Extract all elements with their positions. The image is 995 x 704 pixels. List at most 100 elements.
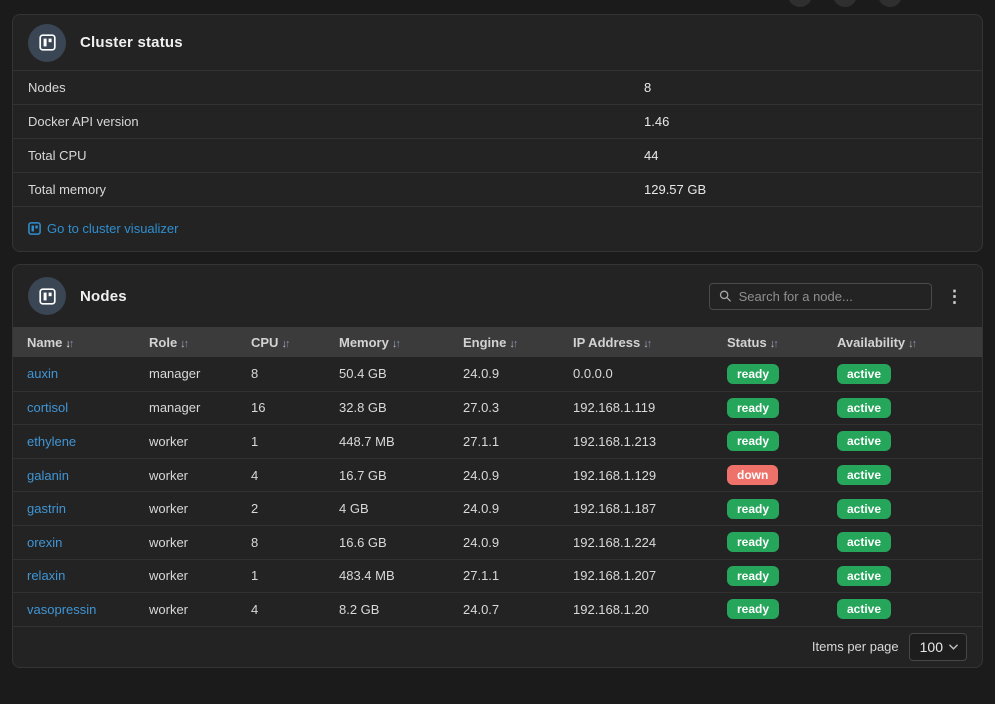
node-memory: 16.6 GB: [339, 534, 387, 550]
node-name-link[interactable]: auxin: [27, 366, 59, 382]
sort-desc-icon[interactable]: ↓: [509, 337, 514, 350]
sort-desc-icon[interactable]: ↓: [908, 337, 913, 350]
node-memory: 448.7 MB: [339, 433, 395, 449]
sort-desc-icon[interactable]: ↓: [281, 337, 286, 350]
node-ip: 0.0.0.0: [573, 366, 613, 382]
node-cpu: 8: [251, 534, 259, 550]
panel-title: Cluster status: [80, 34, 183, 51]
search-icon: [719, 290, 731, 302]
sort-asc-icon[interactable]: ↑: [512, 337, 518, 350]
sort-desc-icon[interactable]: ↓: [643, 337, 648, 350]
nodes-header: Nodes ⋮: [13, 265, 982, 327]
table-row: ethylene worker 1 448.7 MB 27.1.1 192.16…: [13, 424, 982, 458]
node-cpu: 1: [251, 568, 259, 584]
status-badge: down: [727, 465, 779, 486]
node-role: worker: [149, 467, 189, 483]
node-engine: 24.0.9: [463, 501, 500, 517]
node-cpu: 8: [251, 366, 259, 382]
table-row: orexin worker 8 16.6 GB 24.0.9 192.168.1…: [13, 524, 982, 559]
table-header-row: Name ↓↑ Role ↓↑ CPU ↓↑ Memory ↓↑ Engine ↓↑ IP…: [13, 327, 982, 357]
node-role: manager: [149, 366, 201, 382]
nodes-icon: [38, 287, 56, 305]
availability-badge: active: [837, 397, 892, 418]
table-row: cortisol manager 16 32.8 GB 27.0.3 192.1…: [13, 390, 982, 425]
column-header-role[interactable]: Role ↓↑: [149, 334, 189, 350]
node-engine: 24.0.9: [463, 534, 500, 550]
swarm-icon: [38, 34, 56, 51]
node-ip: 192.168.1.20: [573, 601, 649, 617]
status-badge: ready: [727, 532, 780, 553]
sort-asc-icon[interactable]: ↑: [183, 337, 189, 350]
node-name-link[interactable]: cortisol: [27, 400, 69, 416]
node-memory: 4 GB: [339, 501, 369, 517]
nodes-icon-badge: [28, 277, 66, 315]
sort-desc-icon[interactable]: ↓: [769, 337, 775, 350]
node-name-link[interactable]: relaxin: [27, 568, 66, 584]
availability-badge: active: [837, 498, 892, 519]
node-engine: 27.1.1: [463, 568, 500, 584]
node-name-link[interactable]: galanin: [27, 467, 69, 483]
sort-asc-icon[interactable]: ↑: [911, 337, 917, 350]
table-menu-button[interactable]: ⋮: [942, 286, 967, 307]
column-header-cpu[interactable]: CPU ↓↑: [251, 334, 290, 350]
cluster-row: Nodes 8: [13, 70, 982, 104]
sort-asc-icon[interactable]: ↑: [646, 337, 652, 350]
sort-desc-icon[interactable]: ↓: [391, 337, 397, 350]
node-ip: 192.168.1.213: [573, 433, 657, 449]
node-role: worker: [149, 601, 189, 617]
node-cpu: 16: [251, 400, 266, 416]
node-ip: 192.168.1.207: [573, 568, 657, 584]
header-button-partial[interactable]: [878, 0, 902, 7]
node-role: worker: [149, 568, 189, 584]
availability-badge: active: [837, 431, 892, 452]
node-memory: 16.7 GB: [339, 467, 387, 483]
visualizer-icon: [28, 222, 41, 235]
column-header-status[interactable]: Status ↓↑: [727, 334, 778, 350]
nodes-panel: Nodes ⋮ Name↓↑ Role↓↑ CPU: [12, 264, 983, 668]
node-role: worker: [149, 433, 189, 449]
cluster-row-value: 8: [644, 80, 652, 95]
node-name-link[interactable]: vasopressin: [27, 601, 97, 617]
column-header-name[interactable]: Name ↓↑: [27, 334, 74, 350]
items-per-page-select[interactable]: 100: [908, 632, 967, 661]
sort-desc-icon[interactable]: ↓: [65, 337, 70, 350]
node-memory: 50.4 GB: [339, 366, 387, 382]
node-name-link[interactable]: orexin: [27, 534, 63, 550]
node-cpu: 4: [251, 601, 259, 617]
column-header-ip[interactable]: IP Address ↓↑: [573, 334, 652, 350]
sort-desc-icon[interactable]: ↓: [180, 337, 185, 350]
node-search-input[interactable]: [738, 288, 922, 304]
cluster-status-header: Cluster status: [13, 15, 982, 70]
header-button-partial[interactable]: [833, 0, 857, 7]
status-badge: ready: [727, 397, 780, 418]
status-badge: ready: [727, 431, 780, 452]
node-name-link[interactable]: gastrin: [27, 501, 67, 517]
node-memory: 483.4 MB: [339, 568, 395, 584]
table-row: auxin manager 8 50.4 GB 24.0.9 0.0.0.0 r…: [13, 357, 982, 391]
node-name-link[interactable]: ethylene: [27, 433, 77, 449]
column-header-availability[interactable]: Availability ↓↑: [837, 334, 917, 350]
cluster-icon-badge: [28, 23, 66, 62]
column-header-engine[interactable]: Engine ↓↑: [463, 334, 518, 350]
cluster-row-label: Docker API version: [28, 114, 139, 129]
column-header-memory[interactable]: Memory ↓↑: [339, 334, 401, 350]
node-search-box: [709, 282, 932, 310]
node-memory: 32.8 GB: [339, 400, 387, 416]
node-cpu: 4: [251, 467, 259, 483]
availability-badge: active: [837, 565, 892, 586]
cluster-status-panel: Cluster status Nodes 8 Docker API versio…: [12, 14, 983, 252]
sort-asc-icon[interactable]: ↑: [68, 337, 74, 350]
cluster-row-label: Total CPU: [28, 148, 87, 163]
node-ip: 192.168.1.187: [573, 501, 657, 517]
header-button-partial[interactable]: [788, 0, 812, 7]
status-badge: ready: [727, 498, 780, 519]
cluster-visualizer-link[interactable]: Go to cluster visualizer: [28, 221, 179, 236]
visualizer-link-label: Go to cluster visualizer: [47, 221, 179, 236]
node-ip: 192.168.1.129: [573, 467, 657, 483]
sort-asc-icon[interactable]: ↑: [773, 337, 778, 350]
panel-title: Nodes: [80, 287, 127, 305]
sort-asc-icon[interactable]: ↑: [395, 337, 400, 350]
node-cpu: 1: [251, 433, 259, 449]
sort-asc-icon[interactable]: ↑: [284, 337, 290, 350]
